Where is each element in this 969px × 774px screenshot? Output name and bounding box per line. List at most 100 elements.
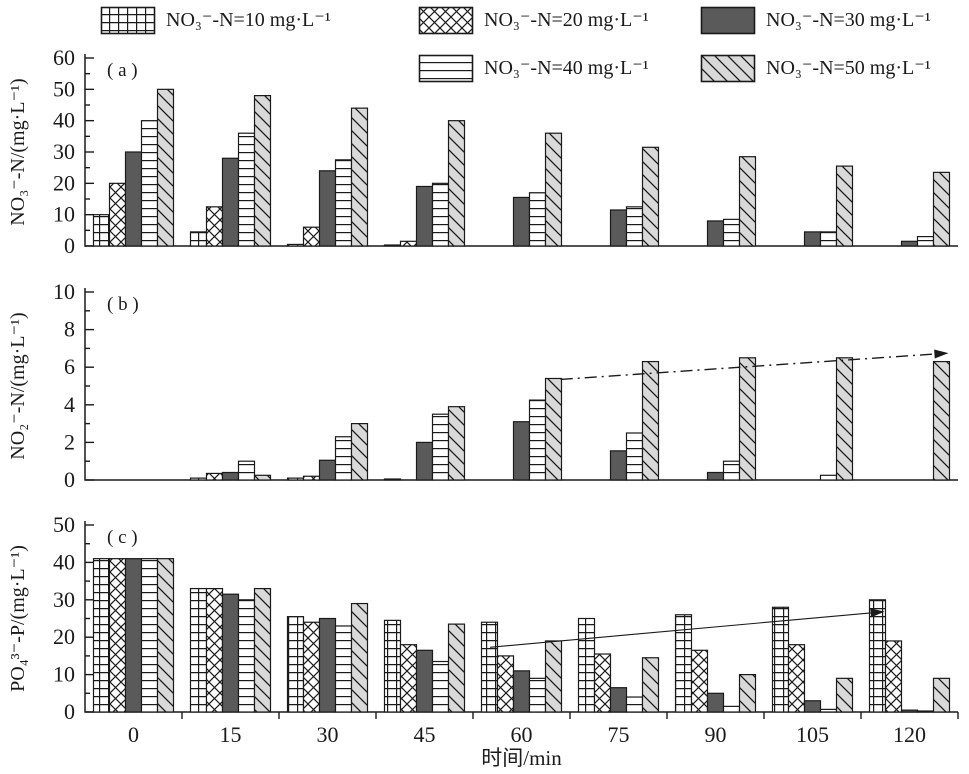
bar xyxy=(253,587,272,713)
y-tick-label: 60 xyxy=(53,45,75,70)
bar xyxy=(447,406,466,481)
y-tick-label: 0 xyxy=(64,467,75,492)
x-tick-label: 60 xyxy=(511,722,533,747)
bar xyxy=(771,606,790,713)
y-tick-label: 20 xyxy=(53,624,75,649)
bar xyxy=(334,159,353,247)
bar xyxy=(932,677,951,713)
bar xyxy=(641,657,660,713)
bar xyxy=(156,558,175,713)
bar xyxy=(690,649,709,713)
bar xyxy=(447,120,466,247)
bar xyxy=(221,157,240,247)
bar xyxy=(722,460,741,481)
trend-arrow-line xyxy=(490,612,871,648)
x-tick-label: 120 xyxy=(893,722,926,747)
bar xyxy=(512,421,531,481)
y-tick-label: 8 xyxy=(64,317,75,342)
bar xyxy=(237,599,256,713)
bar xyxy=(205,587,224,713)
bar xyxy=(286,616,305,713)
bar xyxy=(286,243,305,247)
bar xyxy=(205,206,224,247)
y-tick-label: 10 xyxy=(53,662,75,687)
bar xyxy=(884,640,903,713)
bar xyxy=(431,660,450,713)
bar xyxy=(156,88,175,247)
bar xyxy=(916,236,935,247)
x-tick-label: 75 xyxy=(608,722,630,747)
bar xyxy=(496,655,515,713)
bar xyxy=(819,708,838,713)
bar xyxy=(835,357,854,481)
legend-item-n10: NO₃⁻-N=10 mg·L⁻¹ xyxy=(100,6,331,35)
bar xyxy=(738,673,757,713)
trend-arrow-head xyxy=(934,349,949,359)
bar xyxy=(706,471,725,481)
x-tick-label: 105 xyxy=(796,722,829,747)
bar xyxy=(318,617,337,713)
y-tick-label: 0 xyxy=(64,699,75,724)
bar xyxy=(787,644,806,713)
bar xyxy=(803,231,822,247)
bar xyxy=(625,432,644,481)
bar xyxy=(544,132,563,247)
bar xyxy=(544,377,563,481)
bar xyxy=(286,477,305,481)
panel-letter: ( b ) xyxy=(107,294,139,315)
panel-b: 0 2 4 6 8 10 NO₂⁻-N/(mg·L⁻¹) ( b ) xyxy=(7,279,958,492)
bar xyxy=(625,696,644,713)
x-tick-label: 90 xyxy=(705,722,727,747)
bar xyxy=(318,170,337,247)
bar xyxy=(900,709,919,713)
y-tick-label: 50 xyxy=(53,76,75,101)
bar xyxy=(237,132,256,247)
bar xyxy=(334,625,353,713)
y-tick-label: 20 xyxy=(53,170,75,195)
y-tick-label: 10 xyxy=(53,279,75,304)
legend-swatch-grid-icon xyxy=(100,6,156,35)
y-axis-title: PO₄³⁻-P/(mg·L⁻¹) xyxy=(7,545,29,692)
bar xyxy=(916,710,935,713)
y-tick-label: 10 xyxy=(53,202,75,227)
trend-arrow-line xyxy=(560,353,935,381)
bar xyxy=(237,460,256,481)
bar xyxy=(415,649,434,713)
bar xyxy=(350,107,369,247)
bar xyxy=(383,619,402,713)
x-axis-title: 时间/min xyxy=(481,746,562,770)
bar xyxy=(334,436,353,481)
x-tick-label: 45 xyxy=(414,722,436,747)
bar xyxy=(189,231,208,247)
y-tick-label: 6 xyxy=(64,354,75,379)
bar xyxy=(593,653,612,713)
bar xyxy=(318,459,337,481)
legend-label: NO₃⁻-N=20 mg·L⁻¹ xyxy=(484,8,649,31)
legend-swatch-horiz-icon xyxy=(418,54,474,83)
bar xyxy=(609,209,628,247)
panel-a: 0 10 20 30 40 50 60 NO₃⁻-N/(mg·L⁻¹) ( a ) xyxy=(7,45,958,258)
legend-label: NO₃⁻-N=30 mg·L⁻¹ xyxy=(766,8,931,31)
bar xyxy=(706,220,725,247)
legend-item-n20: NO₃⁻-N=20 mg·L⁻¹ xyxy=(418,6,649,35)
bar xyxy=(577,617,596,713)
bar xyxy=(415,441,434,481)
x-tick-label: 15 xyxy=(220,722,242,747)
bar xyxy=(140,120,159,247)
bar xyxy=(932,360,951,481)
y-tick-label: 40 xyxy=(53,108,75,133)
bar xyxy=(189,587,208,713)
bar xyxy=(803,700,822,713)
bar xyxy=(383,478,402,481)
bar xyxy=(447,623,466,713)
bar xyxy=(302,475,321,481)
bar xyxy=(480,621,499,713)
legend-swatch-diag-icon xyxy=(700,54,756,83)
bar xyxy=(253,94,272,247)
bar xyxy=(512,670,531,713)
x-tick-label: 30 xyxy=(317,722,339,747)
bar xyxy=(140,558,159,713)
y-tick-label: 30 xyxy=(53,587,75,612)
bar xyxy=(205,472,224,481)
